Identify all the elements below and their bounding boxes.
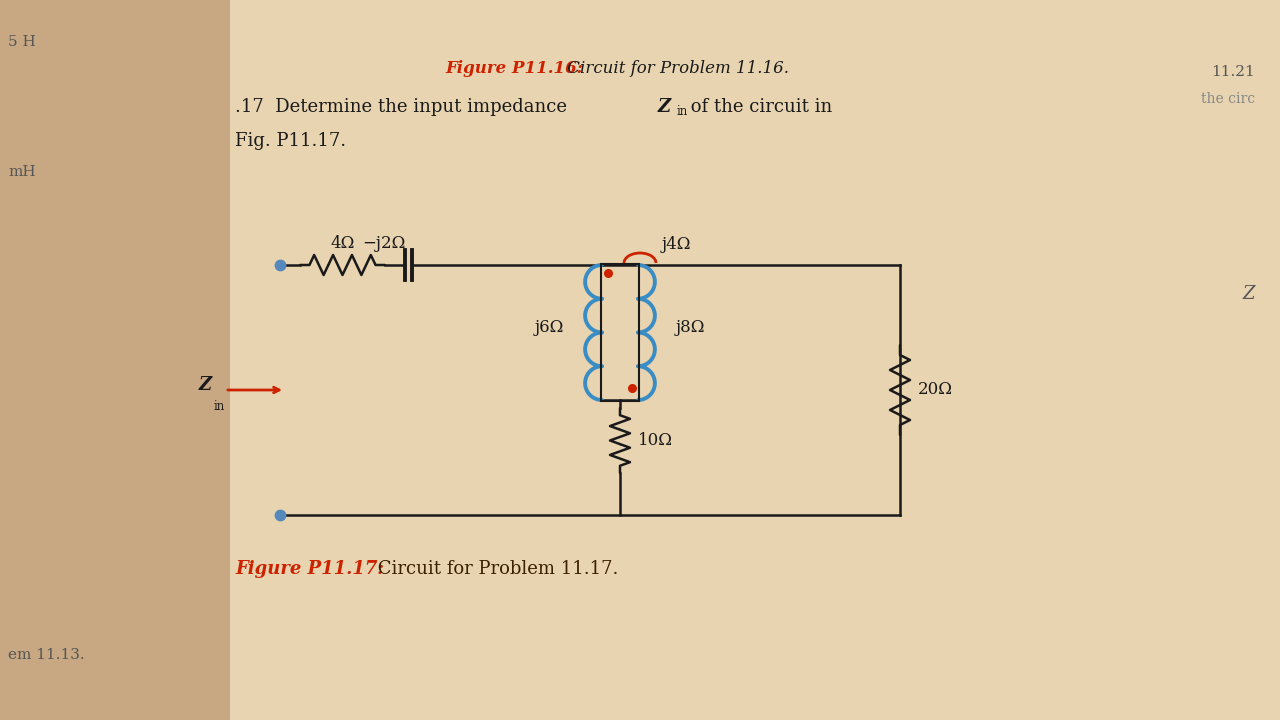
Text: Circuit for Problem 11.16.: Circuit for Problem 11.16. [562, 60, 788, 77]
Bar [0, 0, 230, 720]
Bar [602, 264, 639, 401]
Text: j6Ω: j6Ω [535, 319, 564, 336]
Text: em 11.13.: em 11.13. [8, 648, 84, 662]
Text: 4Ω: 4Ω [330, 235, 355, 252]
Text: of the circuit in: of the circuit in [685, 98, 832, 116]
Text: Z: Z [198, 376, 212, 394]
Polygon shape [0, 0, 150, 720]
Text: 5 H: 5 H [8, 35, 36, 49]
Text: Fig. P11.17.: Fig. P11.17. [236, 132, 346, 150]
Text: 11.21: 11.21 [1211, 65, 1254, 79]
Text: Figure P11.17:: Figure P11.17: [236, 560, 384, 578]
Text: Z: Z [1243, 285, 1254, 303]
Text: Circuit for Problem 11.17.: Circuit for Problem 11.17. [372, 560, 618, 578]
Text: the circ: the circ [1201, 92, 1254, 106]
Text: 20Ω: 20Ω [918, 382, 954, 398]
Text: 10Ω: 10Ω [637, 432, 673, 449]
Text: mH: mH [8, 165, 36, 179]
Text: j8Ω: j8Ω [676, 319, 705, 336]
Text: j4Ω: j4Ω [662, 236, 691, 253]
Text: Figure P11.16:: Figure P11.16: [445, 60, 582, 77]
Text: −j2Ω: −j2Ω [362, 235, 406, 252]
Text: .17  Determine the input impedance: .17 Determine the input impedance [236, 98, 572, 116]
Text: Z: Z [658, 98, 671, 116]
Text: in: in [677, 105, 689, 118]
Text: in: in [214, 400, 225, 413]
